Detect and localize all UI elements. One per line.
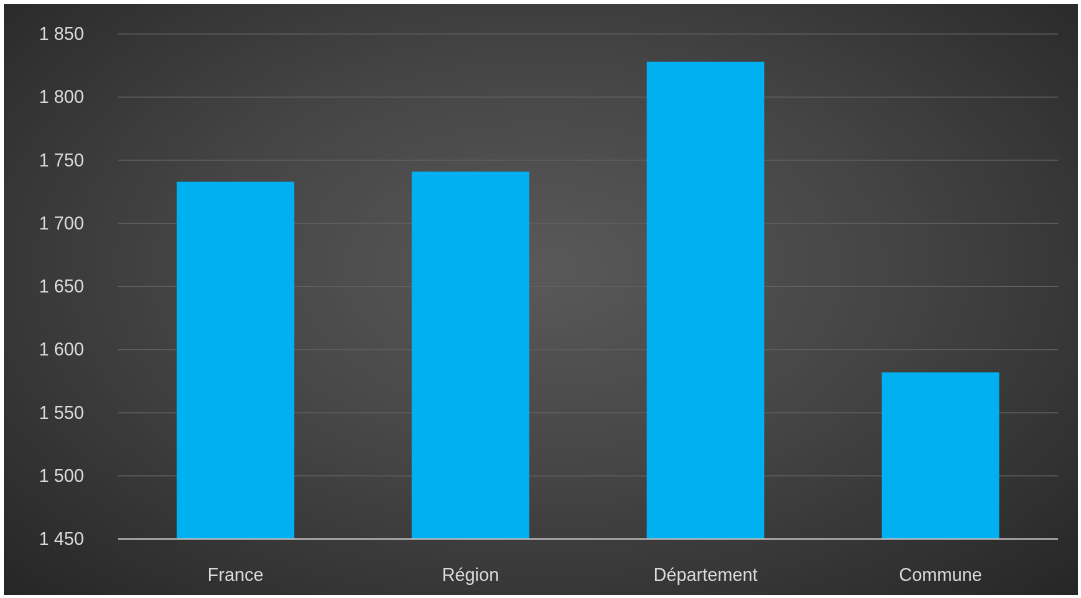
y-tick-label: 1 550 (39, 403, 84, 423)
y-axis-tick-labels: 1 450 1 500 1 550 1 600 1 650 1 700 1 750 1 800… (39, 24, 84, 549)
bar-région (411, 171, 530, 540)
bar-département (646, 61, 765, 540)
x-category-label: France (207, 565, 263, 585)
y-tick-label: 1 500 (39, 466, 84, 486)
y-tick-label: 1 700 (39, 213, 84, 233)
y-tick-label: 1 600 (39, 340, 84, 360)
y-tick-label: 1 750 (39, 150, 84, 170)
x-axis-category-labels: France Région Département Commune (207, 565, 982, 585)
y-tick-label: 1 650 (39, 277, 84, 297)
y-tick-label: 1 450 (39, 529, 84, 549)
x-category-label: Région (442, 565, 499, 585)
y-tick-label: 1 800 (39, 87, 84, 107)
bars (176, 61, 1000, 540)
y-tick-label: 1 850 (39, 24, 84, 44)
bar-france (176, 181, 295, 539)
x-category-label: Département (653, 565, 757, 585)
bar-commune (881, 372, 1000, 539)
x-category-label: Commune (899, 565, 982, 585)
